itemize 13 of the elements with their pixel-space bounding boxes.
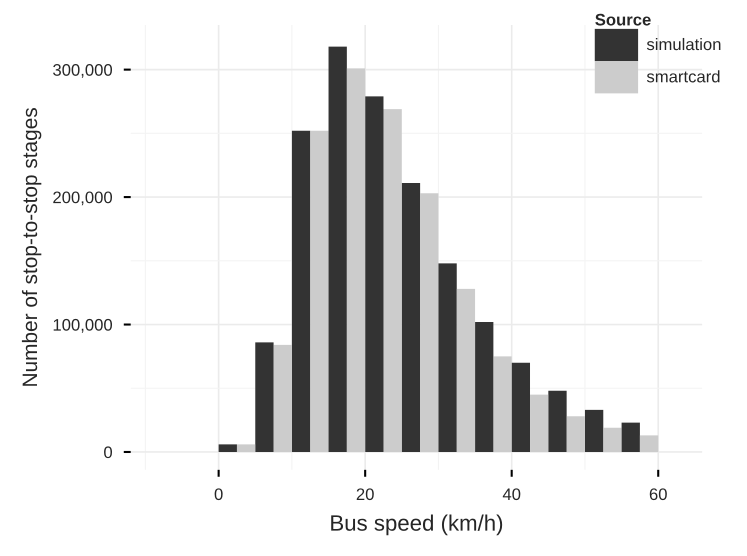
legend-label: smartcard: [646, 70, 720, 82]
x-tick-label: 0: [214, 488, 223, 500]
legend-title: Source: [595, 14, 651, 26]
legend-label: simulation: [646, 38, 720, 50]
x-tick-label: 20: [356, 488, 374, 500]
y-axis-title: Number of stop-to-stop stages: [22, 108, 42, 386]
y-tick-label: 100,000: [54, 318, 112, 333]
x-axis-title: Bus speed (km/h): [331, 514, 502, 536]
y-tick-label: 200,000: [53, 191, 112, 206]
y-tick-label: 0: [104, 446, 112, 458]
x-tick-label: 40: [502, 488, 520, 500]
x-tick-label: 60: [650, 488, 667, 500]
y-tick-label: 300,000: [53, 64, 112, 78]
